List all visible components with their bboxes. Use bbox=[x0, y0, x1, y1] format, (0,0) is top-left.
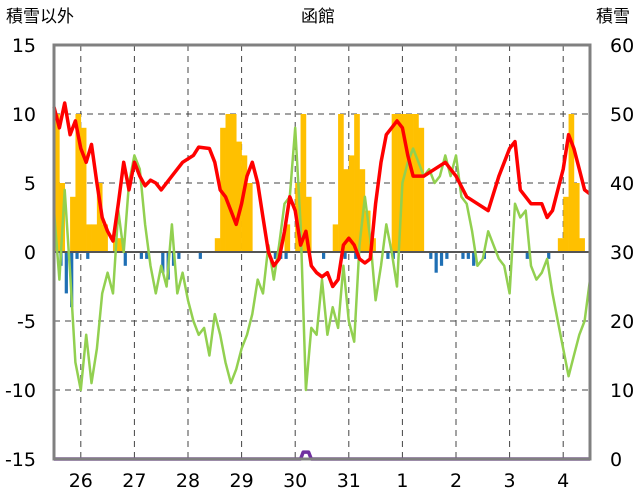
negative-bar bbox=[439, 252, 444, 266]
right-tick-label: 20 bbox=[610, 311, 634, 333]
negative-bar bbox=[322, 252, 326, 259]
left-tick-label: 5 bbox=[24, 173, 36, 195]
precip-bar bbox=[300, 114, 307, 252]
precip-bar bbox=[80, 127, 87, 252]
precip-bar bbox=[402, 114, 409, 252]
precip-bar bbox=[241, 155, 248, 252]
precip-bar bbox=[214, 238, 221, 252]
right-tick-labels: 60 50 40 30 20 10 0 bbox=[610, 35, 634, 471]
x-tick-label: 30 bbox=[283, 470, 307, 492]
negative-bar bbox=[472, 252, 476, 266]
x-tick-label: 26 bbox=[69, 470, 93, 492]
x-tick-labels: 26 27 28 29 30 31 1 2 3 4 bbox=[69, 470, 570, 492]
precip-bar bbox=[391, 114, 398, 252]
precip-bar bbox=[220, 127, 226, 252]
negative-bar bbox=[429, 252, 433, 259]
precip-bar bbox=[568, 114, 575, 252]
precip-bar bbox=[397, 114, 403, 252]
precip-bar bbox=[118, 238, 124, 252]
negative-bar bbox=[123, 252, 127, 266]
negative-bar bbox=[161, 252, 165, 273]
x-tick-label: 29 bbox=[230, 470, 254, 492]
chart-title: 函館 bbox=[301, 7, 335, 27]
precip-bar bbox=[338, 114, 344, 252]
negative-bar bbox=[354, 252, 358, 259]
x-tick-label: 4 bbox=[557, 470, 569, 492]
negative-bar bbox=[139, 252, 143, 259]
precip-bar bbox=[418, 127, 425, 252]
precip-bar bbox=[343, 169, 350, 252]
precip-bar bbox=[86, 224, 92, 252]
left-tick-label: 0 bbox=[24, 242, 36, 264]
precip-bar bbox=[305, 196, 312, 252]
negative-bar bbox=[466, 252, 470, 259]
precip-bar bbox=[354, 114, 360, 252]
right-tick-label: 0 bbox=[610, 449, 622, 471]
left-tick-label: -15 bbox=[5, 449, 36, 471]
right-tick-label: 10 bbox=[610, 380, 634, 402]
precip-bar bbox=[246, 183, 253, 252]
right-axis-label: 積雪 bbox=[596, 7, 630, 27]
left-tick-label: 10 bbox=[12, 104, 36, 126]
precip-bar bbox=[96, 183, 103, 252]
precip-bar bbox=[54, 114, 60, 252]
left-tick-label: -5 bbox=[17, 311, 36, 333]
x-tick-label: 27 bbox=[122, 470, 146, 492]
negative-bar bbox=[445, 252, 449, 259]
negative-bar bbox=[75, 252, 79, 259]
precip-bar bbox=[230, 114, 237, 252]
precip-bar bbox=[407, 114, 414, 252]
x-tick-label: 3 bbox=[504, 470, 516, 492]
precip-bar bbox=[413, 114, 419, 252]
negative-bar bbox=[177, 252, 181, 259]
right-tick-label: 60 bbox=[610, 35, 634, 57]
left-axis-label: 積雪以外 bbox=[6, 7, 74, 27]
negative-bar bbox=[525, 252, 529, 259]
negative-bar bbox=[273, 252, 277, 259]
precip-bar bbox=[348, 155, 355, 252]
precip-bar bbox=[573, 183, 580, 252]
plot-frame bbox=[52, 43, 592, 461]
negative-bar bbox=[284, 252, 288, 259]
left-tick-label: -10 bbox=[5, 380, 36, 402]
x-tick-label: 2 bbox=[450, 470, 462, 492]
right-tick-label: 30 bbox=[610, 242, 634, 264]
precip-bar bbox=[579, 238, 585, 252]
negative-bar bbox=[434, 252, 438, 273]
left-tick-labels: 15 10 5 0 -5 -10 -15 bbox=[5, 35, 36, 471]
bar-layer bbox=[54, 114, 585, 308]
negative-bar bbox=[64, 252, 68, 294]
right-tick-label: 50 bbox=[610, 104, 634, 126]
precip-bar bbox=[284, 224, 291, 252]
negative-bar bbox=[547, 252, 551, 259]
precip-bar bbox=[332, 224, 339, 252]
negative-bar bbox=[461, 252, 465, 259]
negative-bar bbox=[198, 252, 202, 259]
x-tick-label: 1 bbox=[396, 470, 408, 492]
green-line-series bbox=[52, 126, 592, 392]
precip-bar bbox=[102, 224, 108, 252]
right-tick-label: 40 bbox=[610, 173, 634, 195]
x-tick-label: 28 bbox=[176, 470, 200, 492]
negative-bar bbox=[145, 252, 149, 259]
precip-bar bbox=[557, 238, 564, 252]
precip-bar bbox=[91, 224, 98, 252]
left-tick-label: 15 bbox=[12, 35, 36, 57]
negative-bar bbox=[86, 252, 90, 259]
negative-bar bbox=[343, 252, 347, 259]
red-line-series bbox=[52, 101, 592, 289]
x-tick-label: 31 bbox=[337, 470, 361, 492]
negative-bar bbox=[386, 252, 390, 259]
precip-bar bbox=[236, 141, 242, 252]
precip-bar bbox=[364, 210, 371, 252]
precip-bar bbox=[563, 196, 569, 252]
precip-bar bbox=[75, 114, 82, 252]
precip-bar bbox=[225, 114, 232, 252]
precip-bar bbox=[70, 196, 76, 252]
